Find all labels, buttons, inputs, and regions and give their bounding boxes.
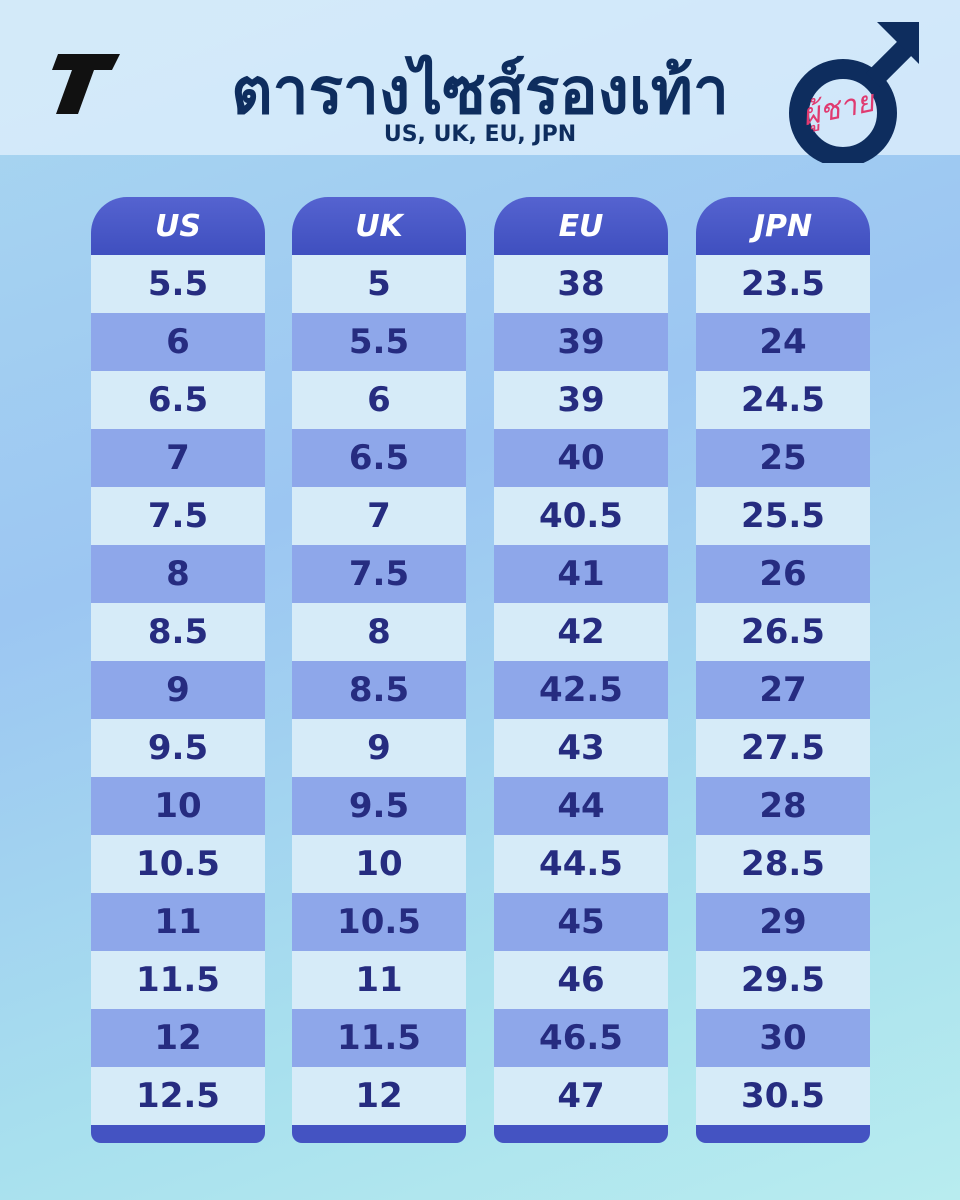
- table-cell: 30: [696, 1009, 870, 1067]
- table-cell: 6: [292, 371, 466, 429]
- table-cell: 10: [292, 835, 466, 893]
- table-cell: 8.5: [292, 661, 466, 719]
- table-cell: 6: [91, 313, 265, 371]
- table-cell: 12: [91, 1009, 265, 1067]
- table-cell: 6.5: [292, 429, 466, 487]
- table-cell: 9: [91, 661, 265, 719]
- table-cell: 27.5: [696, 719, 870, 777]
- table-cell: 6.5: [91, 371, 265, 429]
- table-column: EU 38 39 39 40 40.5 41 42 42.5 43 44 44.5 45 46 46.5 47: [494, 197, 668, 1143]
- table-cell: 39: [494, 371, 668, 429]
- table-cell: 24: [696, 313, 870, 371]
- table-column: UK 5 5.5 6 6.5 7 7.5 8 8.5 9 9.5 10 10.5 11 11.5 12: [292, 197, 466, 1143]
- table-cell: 23.5: [696, 255, 870, 313]
- table-cell: 5.5: [91, 255, 265, 313]
- table-cell: 7: [292, 487, 466, 545]
- table-cell: 12: [292, 1067, 466, 1125]
- table-cell: 28.5: [696, 835, 870, 893]
- table-cell: 8: [91, 545, 265, 603]
- column-header: US: [91, 197, 265, 255]
- table-cell: 44: [494, 777, 668, 835]
- column-header: EU: [494, 197, 668, 255]
- table-cell: 10.5: [292, 893, 466, 951]
- table-cell: 46: [494, 951, 668, 1009]
- table-cell: 25: [696, 429, 870, 487]
- title: ตารางไซส์รองเท้า: [231, 55, 729, 129]
- table-cell: 41: [494, 545, 668, 603]
- table-cell: 28: [696, 777, 870, 835]
- table-cell: 42: [494, 603, 668, 661]
- table-cell: 24.5: [696, 371, 870, 429]
- table-cell: 25.5: [696, 487, 870, 545]
- table-column: US 5.5 6 6.5 7 7.5 8 8.5 9 9.5 10 10.5 11 11.5 12 12.5: [91, 197, 265, 1143]
- subtitle: US, UK, EU, JPN: [383, 122, 577, 147]
- column-footer: [91, 1125, 265, 1143]
- table-cell: 40.5: [494, 487, 668, 545]
- male-symbol: ผู้ชาย: [789, 22, 919, 163]
- table-cell: 7.5: [91, 487, 265, 545]
- table-cell: 11: [292, 951, 466, 1009]
- table-cell: 47: [494, 1067, 668, 1125]
- table-cell: 42.5: [494, 661, 668, 719]
- table-cell: 8.5: [91, 603, 265, 661]
- table-cell: 30.5: [696, 1067, 870, 1125]
- column-footer: [494, 1125, 668, 1143]
- table-column: JPN 23.5 24 24.5 25 25.5 26 26.5 27 27.5 28 28.5 29 2…: [696, 197, 870, 1143]
- column-header: JPN: [696, 197, 870, 255]
- table-cell: 26: [696, 545, 870, 603]
- table-cell: 26.5: [696, 603, 870, 661]
- table-cell: 43: [494, 719, 668, 777]
- table-cell: 38: [494, 255, 668, 313]
- logo: [52, 54, 120, 114]
- table-cell: 7.5: [292, 545, 466, 603]
- table-cell: 27: [696, 661, 870, 719]
- table-cell: 39: [494, 313, 668, 371]
- table-cell: 10.5: [91, 835, 265, 893]
- table-cell: 29.5: [696, 951, 870, 1009]
- table-cell: 9.5: [292, 777, 466, 835]
- table-cell: 46.5: [494, 1009, 668, 1067]
- column-footer: [292, 1125, 466, 1143]
- column-footer: [696, 1125, 870, 1143]
- table-cell: 10: [91, 777, 265, 835]
- table-cell: 8: [292, 603, 466, 661]
- table-cell: 5: [292, 255, 466, 313]
- table-cell: 11.5: [91, 951, 265, 1009]
- column-header: UK: [292, 197, 466, 255]
- table-cell: 44.5: [494, 835, 668, 893]
- table-cell: 11.5: [292, 1009, 466, 1067]
- table-cell: 9: [292, 719, 466, 777]
- table-cell: 29: [696, 893, 870, 951]
- table-cell: 45: [494, 893, 668, 951]
- table-cell: 9.5: [91, 719, 265, 777]
- table-cell: 11: [91, 893, 265, 951]
- table-cell: 12.5: [91, 1067, 265, 1125]
- table-cell: 5.5: [292, 313, 466, 371]
- table-cell: 40: [494, 429, 668, 487]
- table-cell: 7: [91, 429, 265, 487]
